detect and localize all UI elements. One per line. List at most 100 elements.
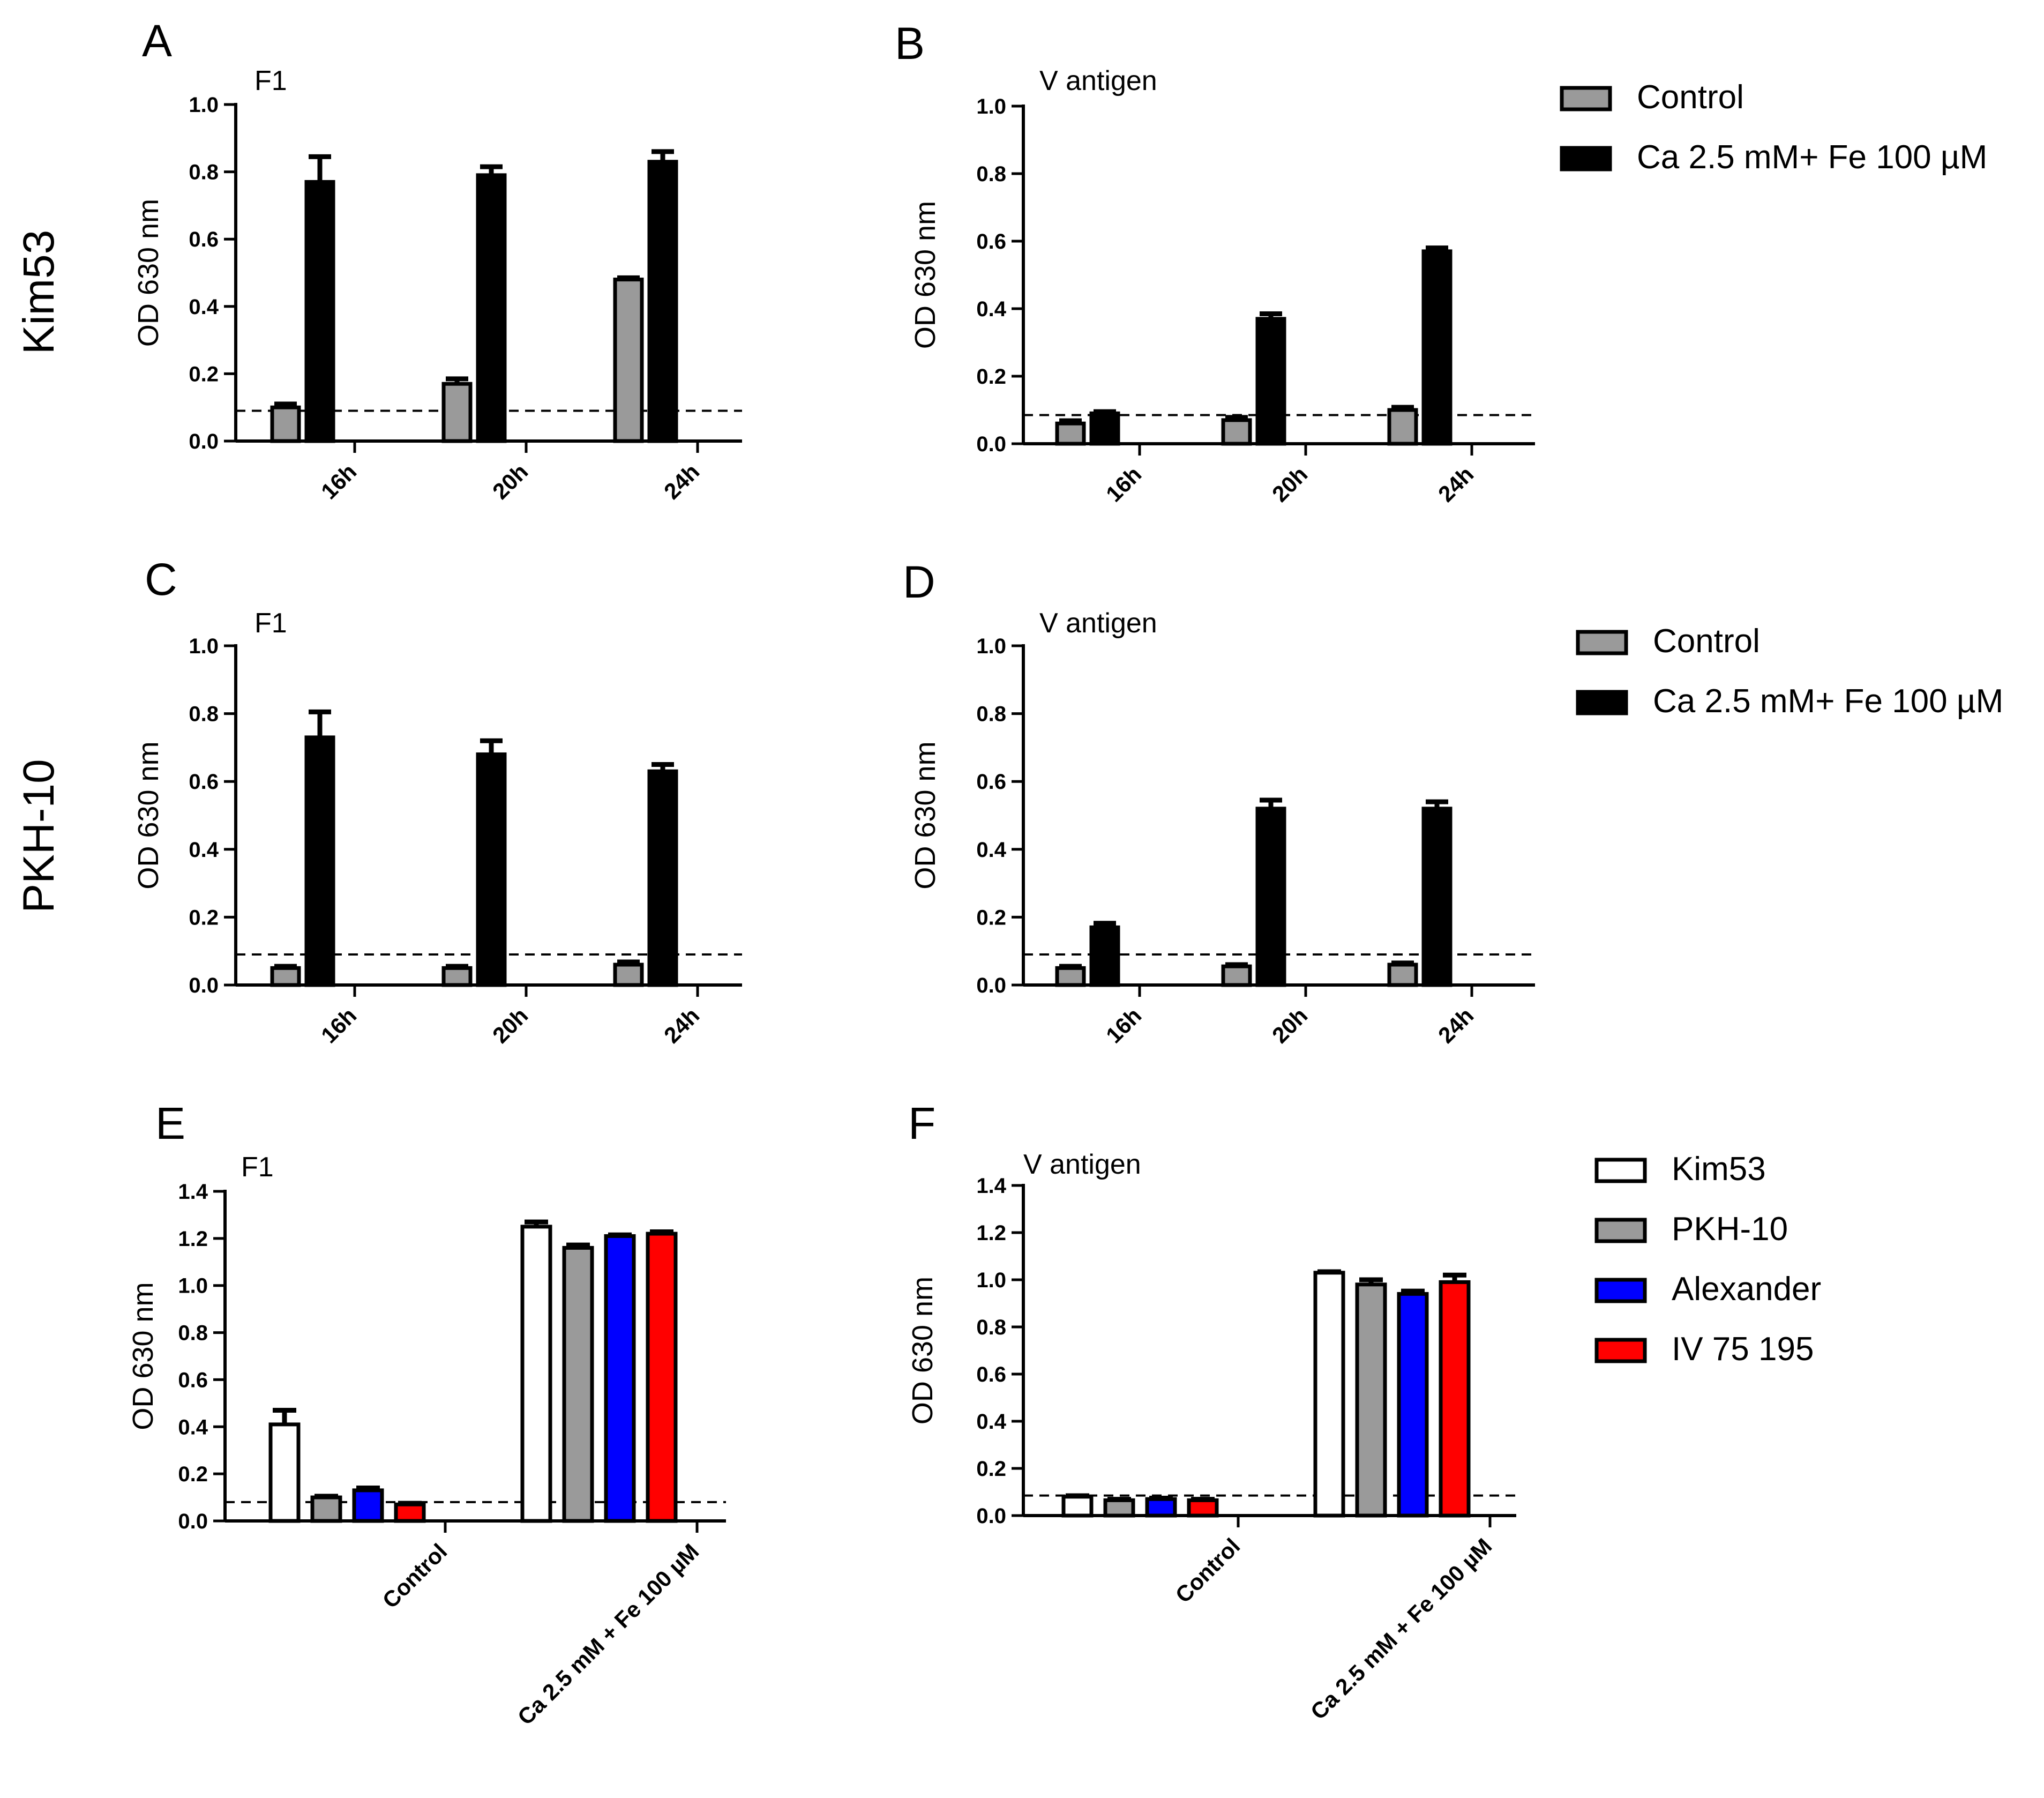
y-tick-label: 1.0 <box>189 93 219 117</box>
y-tick-label: 0.4 <box>189 838 219 862</box>
bar <box>1355 1282 1387 1518</box>
panel-d-chart: D V antigen OD 630 nm 0.0 0.2 0.4 0.6 0.8 1.0 16h… <box>903 557 1535 1048</box>
legend-swatch <box>1576 690 1628 715</box>
y-tick-label: 0.4 <box>189 295 219 319</box>
x-tick-label: 24h <box>1433 1003 1478 1048</box>
bar <box>270 405 301 443</box>
chart-title: F1 <box>254 65 287 96</box>
bar <box>1387 408 1418 446</box>
y-tick-label: 1.0 <box>178 1274 208 1298</box>
legend-swatch <box>1594 1218 1647 1243</box>
y-axis-label: OD 630 nm <box>907 1277 939 1424</box>
y-tick-label: 0.0 <box>976 432 1006 456</box>
y-tick-label: 0.6 <box>976 770 1006 794</box>
y-tick-label: 0.8 <box>178 1322 208 1345</box>
bar <box>476 752 507 987</box>
x-tick-label: 16h <box>1101 461 1146 506</box>
x-tick-label: 24h <box>659 1003 704 1048</box>
x-tick-label: Control <box>378 1539 452 1613</box>
bar <box>310 1495 342 1523</box>
bar <box>1439 1280 1471 1518</box>
bar <box>1255 317 1286 446</box>
bar <box>270 966 301 987</box>
y-tick-label: 0.0 <box>189 974 219 997</box>
legend-top: Control Ca 2.5 mM+ Fe 100 µM <box>1560 79 1987 176</box>
panel-letter: D <box>903 557 935 607</box>
bar <box>647 769 678 987</box>
bar <box>1313 1271 1345 1518</box>
y-tick-label: 0.8 <box>976 1316 1006 1339</box>
chart-title: V antigen <box>1039 65 1157 96</box>
panel-letter: E <box>155 1098 185 1148</box>
y-tick-label: 0.4 <box>976 838 1006 862</box>
panel-e-chart: E F1 OD 630 nm 0.0 0.2 0.4 0.6 0.8 1.0 1.2 1.4 Cont… <box>127 1098 726 1730</box>
bar <box>604 1234 636 1523</box>
y-tick-label: 1.4 <box>178 1180 208 1204</box>
panel-letter: B <box>895 18 925 69</box>
legend-label: Ca 2.5 mM+ Fe 100 µM <box>1637 139 1987 176</box>
bar <box>1221 418 1252 446</box>
y-tick-label: 0.8 <box>189 703 219 726</box>
bar <box>1055 421 1086 446</box>
chart-title: F1 <box>254 608 287 639</box>
legend-bottom: Kim53 PKH-10 Alexander IV 75 195 <box>1594 1151 1821 1368</box>
chart-title: F1 <box>241 1152 274 1183</box>
y-tick-label: 0.8 <box>976 162 1006 186</box>
legend-swatch <box>1594 1158 1647 1183</box>
legend-swatch <box>1594 1278 1647 1303</box>
panel-letter: C <box>145 554 177 605</box>
bar <box>1145 1497 1177 1518</box>
y-tick-label: 1.0 <box>976 635 1006 658</box>
legend-label: Kim53 <box>1672 1151 1766 1188</box>
bar <box>1089 925 1120 987</box>
y-tick-label: 0.0 <box>976 1504 1006 1528</box>
bar <box>1421 807 1452 987</box>
x-tick-label: 16h <box>316 459 361 504</box>
x-tick-label: 24h <box>659 459 704 504</box>
bar <box>613 278 644 443</box>
x-tick-label: Ca 2.5 mM + Fe 100 µM <box>1306 1533 1497 1725</box>
legend-swatch <box>1594 1338 1647 1363</box>
bar <box>613 963 644 987</box>
legend-label: IV 75 195 <box>1672 1331 1814 1368</box>
x-tick-label: Control <box>1171 1533 1245 1608</box>
bar <box>268 1422 301 1523</box>
bar <box>1421 249 1452 446</box>
bar <box>1061 1495 1094 1518</box>
y-tick-label: 0.4 <box>178 1415 208 1439</box>
chart-title: V antigen <box>1023 1149 1141 1180</box>
y-axis-label: OD 630 nm <box>909 201 941 349</box>
x-tick-label: 20h <box>1267 461 1312 506</box>
y-tick-label: 0.0 <box>976 974 1006 997</box>
y-tick-label: 1.2 <box>178 1227 208 1251</box>
y-tick-label: 0.2 <box>189 906 219 929</box>
panel-letter: F <box>908 1098 935 1148</box>
bar <box>1055 966 1086 987</box>
bar <box>1089 411 1120 446</box>
y-tick-label: 1.0 <box>976 95 1006 118</box>
y-tick-label: 0.8 <box>189 161 219 184</box>
legend-label: Control <box>1653 623 1760 660</box>
y-axis-label: OD 630 nm <box>132 741 164 889</box>
panel-letter: A <box>142 16 172 66</box>
bar <box>647 160 678 443</box>
legend-label: Alexander <box>1672 1271 1821 1308</box>
y-tick-label: 0.6 <box>189 228 219 251</box>
bar <box>304 735 335 987</box>
bar <box>304 180 335 443</box>
legend-swatch <box>1560 146 1612 171</box>
y-tick-label: 0.4 <box>976 297 1006 321</box>
x-tick-label: Ca 2.5 mM + Fe 100 µM <box>513 1539 704 1730</box>
legend-swatch <box>1560 86 1612 111</box>
row-label-kim53: Kim53 <box>14 230 63 354</box>
y-axis-label: OD 630 nm <box>909 741 941 889</box>
y-tick-label: 0.2 <box>976 906 1006 929</box>
legend-swatch <box>1576 630 1628 655</box>
y-tick-label: 0.0 <box>178 1510 208 1533</box>
bar <box>1187 1498 1219 1518</box>
y-tick-label: 0.6 <box>976 230 1006 253</box>
x-tick-label: 20h <box>488 459 533 504</box>
y-tick-label: 0.6 <box>976 1363 1006 1386</box>
y-tick-label: 0.8 <box>976 703 1006 726</box>
